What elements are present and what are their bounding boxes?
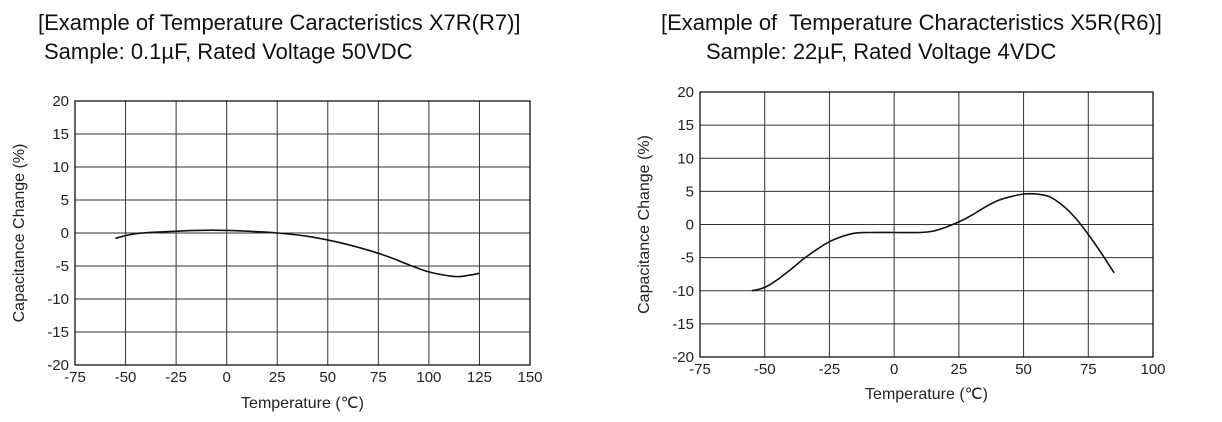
y-tick-label: 0 [686,217,694,234]
y-tick-label: 5 [686,183,694,200]
chart-subtitle: Sample: 22µF, Rated Voltage 4VDC [706,39,1057,64]
x-tick-label: -75 [689,361,711,378]
chart-title: [Example of Temperature Caracteristics X… [38,10,521,35]
y-tick-label: 15 [52,126,69,143]
x-tick-label: 0 [222,369,230,386]
y-tick-label: 20 [677,84,694,101]
x-tick-label: 75 [1080,361,1097,378]
x-axis-label: Temperature (℃) [241,395,364,412]
y-tick-label: -15 [672,316,694,333]
x-tick-label: 125 [467,369,492,386]
chart-subtitle: Sample: 0.1µF, Rated Voltage 50VDC [44,39,413,64]
plot-frame [699,91,1154,358]
y-tick-label: 20 [52,93,69,110]
chart-title: [Example of Temperature Characteristics … [661,10,1162,35]
x-tick-label: 100 [1140,361,1165,378]
x-tick-label: 100 [416,369,441,386]
y-tick-label: 15 [677,117,694,134]
y-tick-label: -10 [47,291,69,308]
y-tick-label: 0 [61,225,69,242]
x-tick-label: 25 [269,369,286,386]
y-tick-label: -15 [47,324,69,341]
plot-frame [74,100,531,366]
y-axis-label: Capacitance Change (%) [636,135,653,314]
x-tick-label: -50 [754,361,776,378]
data-series-line [751,192,1115,292]
y-tick-label: -10 [672,283,694,300]
y-tick-label: 5 [61,192,69,209]
y-axis-label: Capacitance Change (%) [11,144,28,323]
chart-panel-right: [Example of Temperature Characteristics … [611,0,1222,422]
chart-panel-left: [Example of Temperature Caracteristics X… [11,10,543,412]
x-axis-label: Temperature (℃) [865,386,988,403]
y-tick-label: -20 [47,357,69,374]
y-tick-label: -5 [681,250,694,267]
x-tick-label: -25 [165,369,187,386]
data-series-line [115,229,480,278]
x-tick-label: 75 [370,369,387,386]
y-tick-label: 10 [52,159,69,176]
x-tick-label: -50 [115,369,137,386]
y-tick-label: -5 [56,258,69,275]
x-tick-label: -75 [64,369,86,386]
x-tick-label: 0 [890,361,898,378]
x-tick-label: 150 [517,369,542,386]
x-tick-label: -25 [819,361,841,378]
x-tick-label: 50 [1015,361,1032,378]
y-tick-label: 10 [677,150,694,167]
x-tick-label: 50 [319,369,336,386]
x-tick-label: 25 [951,361,968,378]
y-tick-label: -20 [672,349,694,366]
